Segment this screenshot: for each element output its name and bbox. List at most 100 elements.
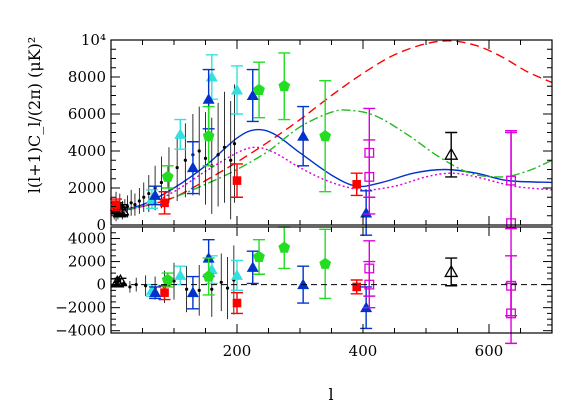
bottom-dot-black-point-8 [172,279,176,283]
bottom-triangle-blue-point-2 [202,252,215,263]
top-dot-black-point-18 [197,149,201,153]
bottom-axes: −4000 −2000 0 2000 4000 [55,226,553,340]
top-panel: 0 2000 4000 6000 8000 10⁴ [68,31,553,317]
bottom-open-triangle-black-point-2 [444,264,459,278]
top-triangle-blue-point-1 [186,161,199,173]
top-pentagon-green-point-1 [202,130,215,142]
model-curve-dashdot-2 [110,109,553,213]
bottom-open-square-magenta-errorbar-1 [363,260,376,309]
top-dot-black-point-6 [125,204,129,209]
top-pentagon-green-point-0 [161,170,174,182]
top-dot-black-point-7 [129,201,133,205]
bottom-pentagon-green-point-1 [202,270,215,282]
y-axis-label: l(l+1)C_l/(2π) (μK)² [25,37,44,194]
top-data-points [110,52,518,317]
top-pentagon-green-point-4 [319,130,332,142]
top-triangle-cyan-point-1 [174,128,187,139]
bottom-data-points [110,226,552,345]
bottom-square-red-point-0 [160,288,169,297]
top-open-square-magenta-errorbar-1 [363,139,376,215]
bottom-y-tick-label-3: 2000 [68,253,106,271]
top-y-tick-label-5: 10⁴ [81,31,106,49]
top-square-red-point-3 [352,180,361,189]
top-dot-black-point-8 [133,203,137,207]
bottom-dot-black-point-13 [225,286,230,290]
bottom-dot-black-point-10 [197,288,201,292]
bottom-frame [110,226,553,334]
top-y-tick-label-1: 2000 [68,179,106,197]
top-triangle-blue-point-4 [297,130,310,141]
bottom-pentagon-green-point-3 [278,241,291,253]
top-dot-black-point-9 [137,199,141,203]
top-y-tick-label-2: 4000 [68,142,106,160]
top-dot-black-point-24 [232,142,237,146]
top-triangle-blue-point-3 [246,89,259,100]
bottom-pentagon-green-point-2 [253,250,265,262]
bottom-y-tick-label-4: 4000 [68,230,106,248]
bottom-pentagon-green-point-0 [161,273,174,285]
bottom-square-red-point-1 [232,298,242,308]
top-dot-black-point-16 [183,158,187,162]
bottom-dot-black-point-12 [219,280,223,284]
top-model-curves [110,40,553,213]
top-triangle-cyan-point-3 [231,83,243,95]
top-triangle-blue-point-2 [202,93,215,104]
top-dot-black-point-15 [175,166,179,170]
bottom-open-triangle-black-errorbar-1 [114,277,127,285]
bottom-dot-black-point-9 [185,287,189,291]
top-open-triangle-black-errorbar-3 [445,131,458,178]
bottom-triangle-blue-point-5 [360,301,373,313]
top-y-tick-label-3: 6000 [68,105,106,123]
top-dot-black-point-13 [159,180,163,185]
model-curve-dashed-0 [110,40,553,213]
bottom-open-square-magenta-point-3 [506,280,517,291]
top-open-triangle-black-point-3 [444,147,459,160]
bottom-open-triangle-black-errorbar-2 [445,257,458,287]
top-triangle-blue-point-0 [149,189,162,200]
bottom-triangle-blue-point-1 [186,286,199,298]
top-open-triangle-black-point-2 [115,202,130,216]
x-axis-tick-labels: 200 400 600 [223,342,504,360]
top-pentagon-green-point-2 [253,83,265,95]
top-axes: 0 2000 4000 6000 8000 10⁴ [68,31,553,234]
top-y-tick-label-4: 8000 [68,68,106,86]
top-triangle-blue-point-5 [360,206,373,218]
x-axis-label: l [328,385,333,404]
x-tick-label-1: 400 [349,342,378,360]
bottom-open-triangle-black-point-1 [113,273,128,287]
bottom-triangle-blue-point-4 [297,278,310,290]
top-dot-black-point-11 [147,191,151,196]
bottom-pentagon-green-point-4 [319,257,332,269]
bottom-triangle-blue-point-3 [246,261,259,272]
top-open-square-magenta-point-1 [364,171,375,182]
bottom-triangle-blue-point-0 [149,286,162,298]
top-y-tick-label-0: 0 [96,216,106,234]
top-square-red-point-2 [232,176,242,185]
bottom-dot-black-point-11 [210,287,214,291]
top-open-square-magenta-point-3 [506,175,517,186]
bottom-open-square-magenta-errorbar-3 [505,255,518,317]
bottom-triangle-cyan-point-1 [174,269,187,280]
top-square-red-point-0 [111,200,121,209]
bottom-dot-black-point-3 [128,285,132,289]
model-curve-dotted-3 [110,146,553,213]
model-curve-solid-1 [110,128,553,213]
bottom-y-tick-label-0: −4000 [55,322,106,340]
bottom-y-tick-label-1: −2000 [55,299,106,317]
top-dot-black-point-23 [229,158,233,162]
top-dot-black-point-19 [203,156,208,160]
bottom-panel: −4000 −2000 0 2000 4000 [55,226,553,345]
bottom-square-red-point-2 [352,282,361,292]
top-dot-black-point-10 [142,195,146,199]
top-square-red-point-1 [160,198,169,208]
x-tick-label-2: 600 [475,342,504,360]
top-dot-black-point-21 [216,153,220,157]
top-dot-black-point-22 [222,145,226,149]
top-open-square-magenta-errorbar-3 [505,131,518,230]
top-pentagon-green-point-3 [278,80,291,92]
bottom-y-tick-label-2: 0 [96,276,106,294]
x-tick-label-0: 200 [223,342,252,360]
bottom-triangle-cyan-point-3 [231,269,243,280]
top-triangle-cyan-point-2 [205,71,218,82]
